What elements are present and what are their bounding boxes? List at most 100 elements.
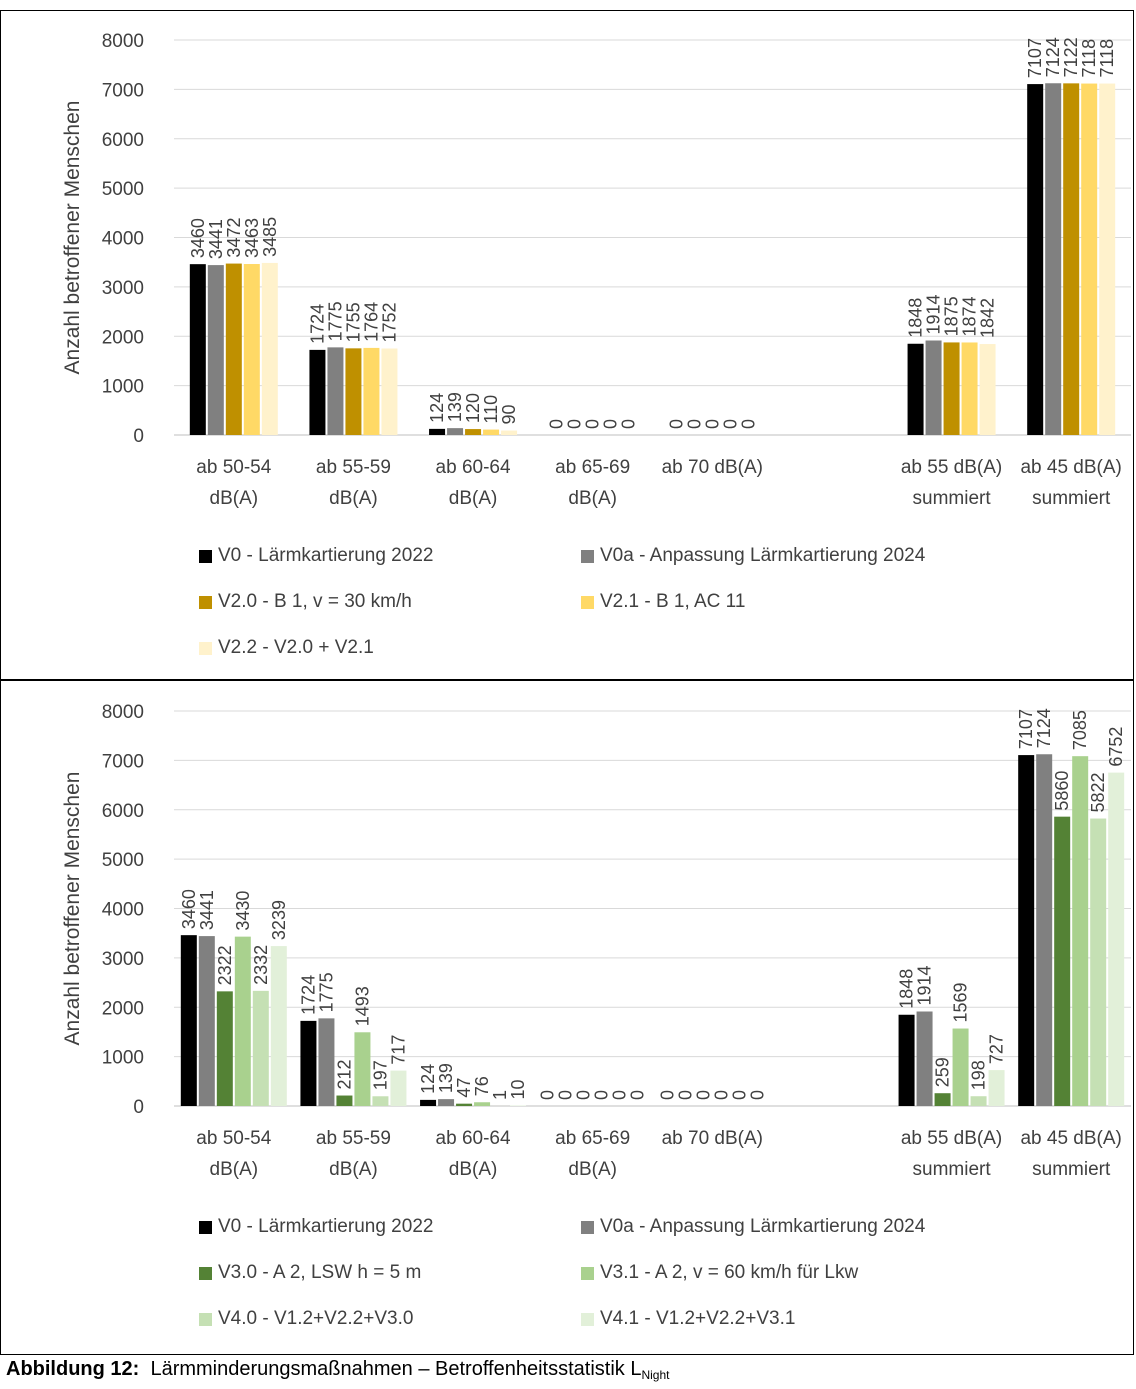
bar	[181, 935, 197, 1106]
data-label: 1755	[343, 302, 363, 342]
bar	[944, 342, 960, 435]
bar	[908, 344, 924, 435]
bar	[309, 350, 325, 435]
legend-swatch	[581, 596, 594, 609]
legend-item: V3.0 - A 2, LSW h = 5 m	[199, 1262, 421, 1284]
x-tick-label: ab 60-64	[436, 1128, 511, 1149]
data-label: 3472	[224, 218, 244, 258]
data-label: 1874	[960, 296, 980, 336]
data-label: 1875	[942, 296, 962, 336]
data-label: 0	[610, 1090, 630, 1100]
x-tick-label: ab 45 dB(A)	[1020, 457, 1121, 478]
data-label: 0	[574, 1090, 594, 1100]
bar	[271, 946, 287, 1106]
bar	[980, 344, 996, 435]
data-label: 3441	[206, 219, 226, 259]
data-label: 7107	[1016, 709, 1036, 749]
data-label: 0	[538, 1090, 558, 1100]
data-label: 727	[987, 1034, 1007, 1064]
x-tick-label: ab 65-69	[555, 1128, 630, 1149]
data-label: 1	[490, 1090, 510, 1100]
bar	[1027, 84, 1043, 435]
data-label: 2332	[251, 945, 271, 985]
data-label: 7118	[1079, 39, 1099, 78]
data-label: 0	[675, 1090, 695, 1100]
bar	[199, 936, 215, 1106]
bar	[917, 1011, 933, 1106]
legend-swatch	[581, 1267, 594, 1280]
bar	[438, 1099, 454, 1106]
x-tick-label: ab 70 dB(A)	[662, 457, 763, 478]
data-label: 0	[592, 1090, 612, 1100]
data-label: 0	[619, 419, 639, 429]
x-tick-label: dB(A)	[210, 488, 259, 509]
data-label: 3460	[188, 218, 208, 258]
legend-label: V0 - Lärmkartierung 2022	[218, 1216, 433, 1238]
legend-swatch	[199, 596, 212, 609]
y-tick-label: 1000	[102, 1048, 144, 1069]
legend-item: V0a - Anpassung Lärmkartierung 2024	[581, 545, 925, 567]
data-label: 0	[565, 419, 585, 429]
y-tick-label: 2000	[102, 327, 144, 348]
data-label: 124	[427, 393, 447, 423]
bar	[483, 430, 499, 435]
data-label: 5860	[1052, 771, 1072, 811]
bar	[1072, 756, 1088, 1106]
x-tick-label: dB(A)	[329, 1159, 378, 1180]
legend-label: V0a - Anpassung Lärmkartierung 2024	[600, 1216, 925, 1238]
data-label: 1842	[978, 298, 998, 338]
y-tick-label: 8000	[102, 702, 144, 723]
bar	[208, 265, 224, 435]
data-label: 124	[418, 1064, 438, 1094]
data-label: 6752	[1106, 727, 1126, 767]
legend-item: V4.0 - V1.2+V2.2+V3.0	[199, 1308, 413, 1330]
legend-label: V4.1 - V1.2+V2.2+V3.1	[600, 1308, 795, 1330]
caption-text: Lärmminderungsmaßnahmen – Betroffenheits…	[150, 1358, 641, 1380]
x-tick-label: ab 55 dB(A)	[901, 1128, 1002, 1149]
data-label: 1724	[298, 975, 318, 1015]
data-label: 1914	[924, 294, 944, 334]
bar	[354, 1032, 370, 1106]
legend-label: V0a - Anpassung Lärmkartierung 2024	[600, 545, 925, 567]
data-label: 10	[508, 1079, 528, 1099]
bar	[926, 340, 942, 435]
data-label: 0	[556, 1090, 576, 1100]
legend-item: V3.1 - A 2, v = 60 km/h für Lkw	[581, 1262, 858, 1284]
data-label: 1752	[379, 302, 399, 342]
bar	[1018, 755, 1034, 1106]
data-label: 1848	[897, 969, 917, 1009]
bar	[1099, 84, 1115, 435]
data-label: 197	[370, 1060, 390, 1090]
legend-label: V3.1 - A 2, v = 60 km/h für Lkw	[600, 1262, 858, 1284]
bar	[1081, 84, 1097, 435]
data-label: 7107	[1025, 38, 1045, 78]
data-label: 1764	[361, 302, 381, 342]
bar	[372, 1096, 388, 1106]
data-label: 0	[684, 419, 704, 429]
bar	[429, 429, 445, 435]
data-label: 5822	[1088, 772, 1108, 812]
x-tick-label: ab 55-59	[316, 457, 391, 478]
bar	[244, 264, 260, 435]
x-tick-label: summiert	[913, 488, 992, 509]
bar	[190, 264, 206, 435]
x-tick-label: ab 50-54	[196, 1128, 271, 1149]
y-tick-label: 0	[133, 426, 144, 447]
legend-swatch	[199, 1313, 212, 1326]
y-axis-label: Anzahl betroffener Menschen	[61, 101, 84, 375]
data-label: 3430	[233, 891, 253, 931]
y-tick-label: 1000	[102, 377, 144, 398]
legend-swatch	[199, 1221, 212, 1234]
y-tick-label: 2000	[102, 998, 144, 1019]
data-label: 0	[738, 419, 758, 429]
data-label: 0	[729, 1090, 749, 1100]
y-tick-label: 8000	[102, 31, 144, 52]
data-label: 0	[711, 1090, 731, 1100]
y-tick-label: 4000	[102, 900, 144, 921]
bar	[318, 1018, 334, 1106]
data-label: 0	[547, 419, 567, 429]
y-tick-label: 5000	[102, 850, 144, 871]
data-label: 1724	[307, 304, 327, 344]
legend-label: V3.0 - A 2, LSW h = 5 m	[218, 1262, 421, 1284]
